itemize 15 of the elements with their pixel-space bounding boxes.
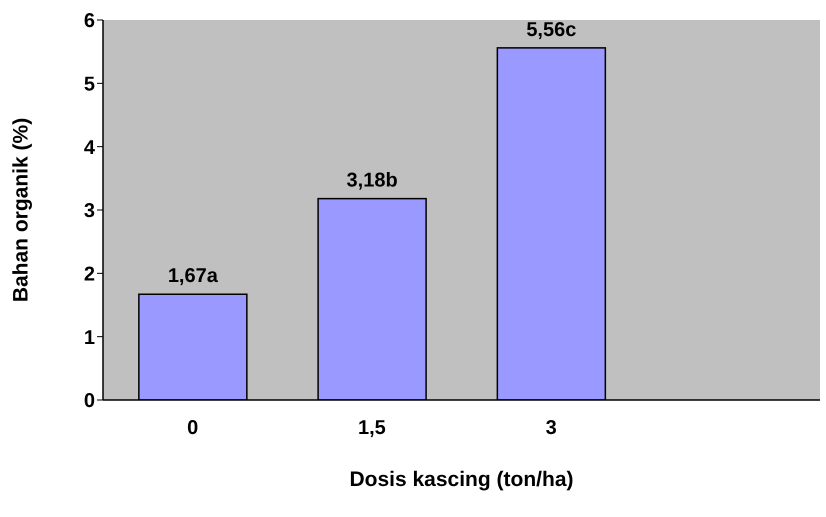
data-label: 3,18b: [346, 170, 398, 192]
y-tick-label: 5: [84, 73, 95, 96]
data-label: 5,56c: [526, 18, 576, 41]
data-label: 1,67a: [168, 265, 219, 288]
y-tick-label: 2: [84, 263, 95, 286]
y-tick-label: 6: [84, 10, 95, 32]
x-tick-label: 1,5: [358, 417, 386, 440]
y-tick-label: 1: [84, 326, 95, 349]
y-tick-label: 0: [84, 390, 95, 412]
x-tick-label: 3: [546, 417, 557, 440]
y-tick-label: 3: [84, 200, 95, 222]
y-axis-title: Bahan organik (%): [9, 118, 32, 302]
y-tick-label: 4: [84, 136, 96, 159]
x-axis-title: Dosis kascing (ton/ha): [349, 468, 574, 491]
x-tick-label: 0: [187, 417, 198, 440]
